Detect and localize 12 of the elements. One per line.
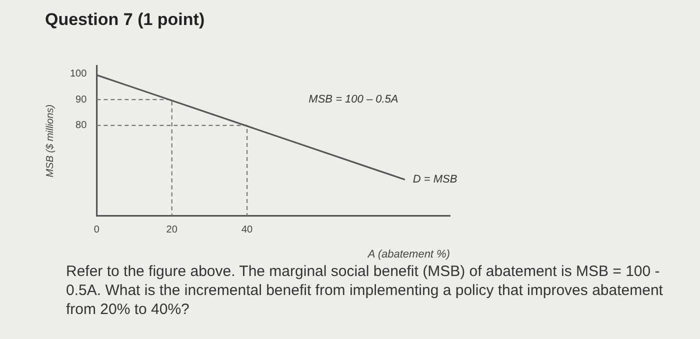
chart-title: Question 7 (1 point)	[45, 10, 205, 30]
x-tick-label: 20	[166, 224, 178, 236]
y-tick-label: 90	[76, 94, 88, 106]
y-tick-label: 80	[76, 120, 88, 132]
text: Refer to the figure above. The marginal social benefit (MSB) of abatement is MSB = 100 - 0.5A. What is the incremental benefit from implementing a policy that improves abatement from 20% to 40%?	[66, 262, 664, 319]
annotation: D = MSB	[412, 174, 458, 186]
x-tick-label: 40	[241, 224, 254, 236]
annotation: MSB = 100 – 0.5A	[308, 94, 398, 106]
y-tick-label: 100	[70, 68, 88, 80]
x-axis-title: A (abatement %)	[366, 248, 450, 260]
x-tick-label: 0	[94, 224, 100, 236]
y-axis-title: MSB ($ millions)	[44, 104, 56, 178]
